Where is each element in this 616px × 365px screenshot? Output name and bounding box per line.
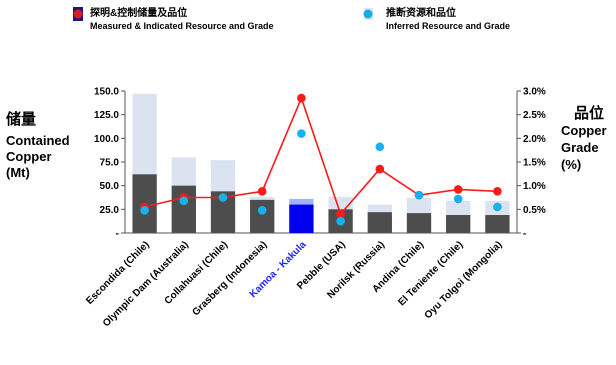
y-right-tick-label: 2.5% (523, 110, 546, 121)
y-right-tick-label: 3.0% (523, 87, 546, 98)
y-right-tick-label: 1.0% (523, 181, 546, 192)
y-left-tick-label: 50.0 (100, 181, 120, 192)
measured-bar (367, 212, 392, 233)
y-right-title-line1: Copper (561, 123, 607, 138)
y-right-tick-label: 1.5% (523, 158, 546, 169)
legend-item-inferred: 推断资源和品位 Inferred Resource and Grade (363, 6, 510, 31)
legend-label-inferred-en: Inferred Resource and Grade (386, 21, 510, 31)
y-left-tick-label: 75.0 (100, 158, 120, 169)
measured-bars (132, 174, 510, 233)
y-left-tick-label: 100.0 (94, 134, 119, 145)
y-right-title-line3: (%) (561, 157, 581, 172)
y-left-title-line2: Copper (6, 149, 52, 164)
measured-grade-point (297, 93, 306, 103)
x-category-label: Grasberg (Indonesia) (190, 239, 269, 318)
inferred-grade-point (493, 202, 502, 212)
legend-label-measured-en: Measured & Indicated Resource and Grade (90, 21, 274, 31)
measured-bar (171, 185, 196, 233)
inferred-grade-point (257, 205, 267, 215)
y-right-title-zh: 品位 (574, 104, 604, 122)
y-right-tick-label: - (523, 229, 526, 240)
y-left-title-line3: (Mt) (6, 165, 30, 180)
measured-grade-point (375, 164, 385, 174)
y-axis-right-title: 品位 Copper Grade (%) (561, 104, 607, 172)
y-left-tick-label: 150.0 (94, 87, 119, 98)
inferred-grade-point (375, 142, 385, 152)
measured-bar (406, 213, 432, 233)
inferred-grade-point (336, 216, 345, 226)
legend-item-measured: 探明&控制储量及品位 Measured & Indicated Resource… (73, 6, 274, 31)
inferred-grade-point (140, 205, 149, 215)
y-right-tick-label: 0.5% (523, 205, 546, 216)
y-right-tick-label: 2.0% (523, 134, 546, 145)
measured-bar (446, 215, 471, 233)
y-axis-left-title: 储量 Contained Copper (Mt) (6, 110, 70, 180)
y-right-title-line2: Grade (561, 140, 599, 155)
inferred-grade-point (297, 129, 306, 138)
inferred-grade-points (140, 129, 502, 226)
inferred-grade-point (218, 193, 228, 202)
inferred-grade-point (453, 194, 463, 204)
measured-grade-point (257, 187, 267, 196)
y-left-tick-label: 25.0 (100, 205, 120, 216)
inferred-grade-point (414, 190, 424, 200)
y-left-tick-label: - (116, 229, 119, 240)
legend-marker-inferred (363, 9, 373, 19)
measured-grade-point (336, 209, 345, 219)
legend-label-inferred-zh: 推断资源和品位 (386, 6, 456, 19)
measured-bar (289, 204, 314, 233)
x-category-label: Escondida (Chile) (84, 239, 151, 306)
legend: 探明&控制储量及品位 Measured & Indicated Resource… (73, 6, 510, 31)
y-left-title-zh: 储量 (6, 110, 36, 128)
measured-grade-point (453, 185, 463, 194)
legend-marker-measured (73, 9, 83, 19)
legend-label-measured-zh: 探明&控制储量及品位 (90, 6, 187, 19)
chart-axes: - 25.0 50.0 75.0 100.0 125.0 150.0 - 0.5% 1.0% 1.5… (94, 87, 546, 240)
inferred-grade-point (179, 196, 189, 206)
measured-grade-series-line (144, 95, 498, 216)
measured-bar (485, 215, 510, 233)
y-left-tick-label: 125.0 (94, 110, 119, 121)
y-left-title-line1: Contained (6, 133, 70, 148)
x-axis-labels: Escondida (Chile)Olympic Dam (Australia)… (84, 239, 504, 329)
measured-grade-point (493, 187, 502, 196)
measured-bar (250, 199, 275, 233)
x-category-label: Oyu Tolgoi (Mongolia) (423, 239, 505, 321)
